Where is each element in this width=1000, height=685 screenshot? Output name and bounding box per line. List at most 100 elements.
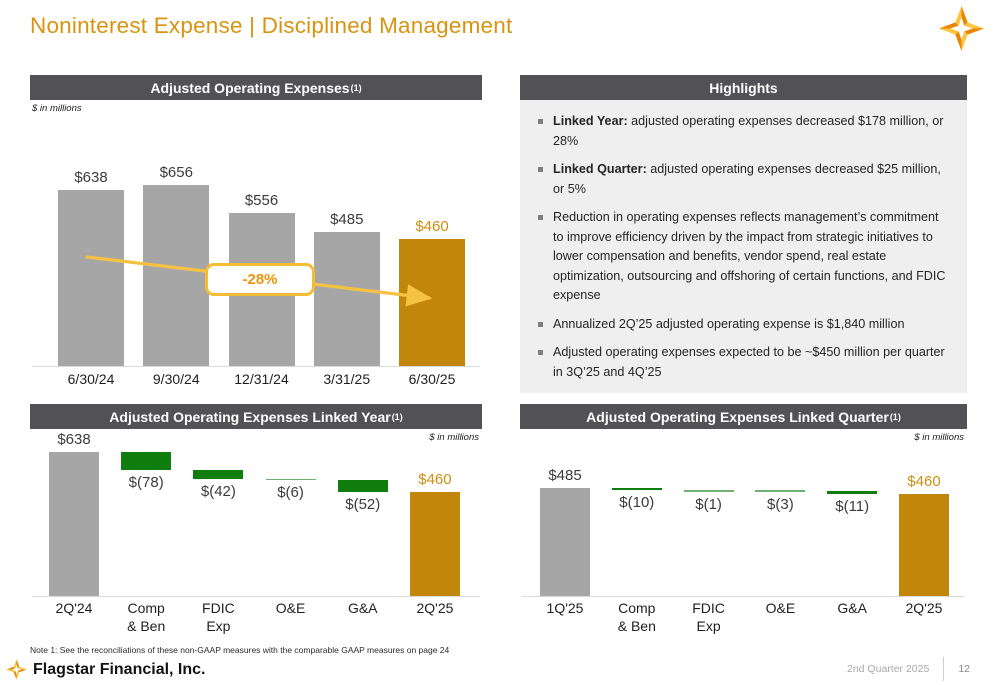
value-label: $460	[907, 472, 941, 490]
linked-quarter-chart: $485 $(10) $(1) $(3) $(11) $460	[540, 467, 949, 596]
x-tick-label: O&E	[275, 600, 306, 616]
footer-meta: 2nd Quarter 2025 12	[847, 657, 970, 681]
bar-6/30/25	[399, 239, 465, 366]
highlight-item: Reduction in operating expenses reflects…	[532, 208, 949, 306]
bar-O&E	[755, 490, 806, 492]
trend-column: $460	[399, 185, 465, 366]
waterfall-column: $(42)	[193, 452, 244, 596]
flagstar-star-logo-icon	[938, 5, 985, 52]
bullet-square-icon	[538, 119, 543, 124]
value-label: $(10)	[619, 494, 655, 512]
x-tick-label: 3/31/25	[323, 371, 371, 387]
units-label: $ in millions	[914, 432, 964, 443]
units-label: $ in millions	[32, 103, 82, 114]
highlight-item: Linked Quarter: adjusted operating expen…	[532, 160, 949, 199]
x-tick-label: 1Q'25	[546, 600, 584, 616]
value-label: $656	[159, 164, 193, 181]
x-axis-line	[522, 596, 965, 597]
bullet-square-icon	[538, 215, 543, 221]
panel-highlights: Highlights Linked Year: adjusted operati…	[520, 75, 967, 393]
value-label: $638	[57, 431, 91, 448]
change-callout: -28%	[205, 263, 315, 296]
waterfall-column: $(10)	[611, 488, 662, 596]
waterfall-column: $(52)	[337, 452, 388, 596]
waterfall-column: $460	[409, 452, 460, 596]
bar-2Q'24	[49, 452, 99, 596]
x-tick-label: 9/30/24	[152, 371, 200, 387]
highlights-body: Linked Year: adjusted operating expenses…	[520, 100, 967, 393]
x-tick-label: 12/31/24	[234, 371, 289, 387]
panel-header: Highlights	[520, 75, 967, 100]
bar-1Q'25	[540, 488, 590, 596]
bar-FDIC-Exp	[193, 469, 244, 480]
footnote-marker: (1)	[350, 82, 362, 93]
page-number: 12	[958, 663, 970, 675]
value-label: $485	[548, 467, 582, 484]
waterfall-column: $(6)	[265, 452, 316, 596]
value-label: $(11)	[835, 497, 870, 515]
footnote-marker: (1)	[889, 411, 901, 422]
waterfall-column: $(1)	[683, 488, 734, 596]
value-label: $485	[330, 211, 364, 228]
panel-adjusted-operating-expenses: Adjusted Operating Expenses (1) $ in mill…	[30, 75, 482, 405]
x-tick-label: 6/30/25	[408, 371, 456, 387]
bar-Comp-& Ben	[611, 488, 662, 491]
x-axis-labels: 2Q'24 Comp & Ben FDIC Exp O&E G&A 2Q'25	[49, 600, 460, 635]
trend-column: $485	[313, 185, 380, 366]
company-name: Flagstar Financial, Inc.	[33, 660, 206, 678]
x-tick-label: Comp & Ben	[127, 600, 166, 634]
value-label: $460	[415, 218, 449, 235]
linked-year-chart: $638 $(78) $(42) $(6) $(52) $460	[49, 431, 460, 596]
highlight-text: Adjusted operating expenses expected to …	[553, 345, 945, 379]
units-label: $ in millions	[429, 432, 479, 443]
bar-2Q'25	[898, 493, 949, 596]
highlight-lead: Linked Year:	[553, 114, 628, 128]
bar-6/30/24	[58, 190, 124, 366]
highlight-item: Adjusted operating expenses expected to …	[532, 343, 949, 382]
footnote-marker: (1)	[391, 411, 403, 422]
highlight-text: Linked Year: adjusted operating expenses…	[553, 114, 944, 148]
highlight-item: Linked Year: adjusted operating expenses…	[532, 112, 949, 151]
bar-G&A	[337, 480, 388, 493]
bullet-square-icon	[538, 350, 543, 356]
bar-FDIC-Exp	[683, 490, 734, 492]
panel-linked-year: Adjusted Operating Expenses Linked Year(…	[30, 404, 482, 654]
footnote: Note 1: See the reconciliations of these…	[30, 645, 450, 655]
value-label: $(1)	[695, 495, 722, 513]
flagstar-star-logo-small-icon	[6, 659, 27, 680]
x-tick-label: G&A	[347, 600, 378, 616]
page-title: Noninterest Expense | Disciplined Manage…	[30, 13, 513, 38]
bar-Comp-& Ben	[121, 452, 172, 470]
value-label: $(52)	[345, 496, 381, 514]
bar-3/31/25	[313, 232, 380, 366]
bar-O&E	[265, 479, 316, 481]
highlight-text: Annualized 2Q’25 adjusted operating expe…	[553, 316, 905, 331]
waterfall-column: $638	[49, 431, 99, 596]
x-tick-label: 6/30/24	[67, 371, 115, 387]
bar-G&A	[827, 491, 878, 494]
waterfall-column: $(11)	[827, 488, 878, 596]
value-label: $(42)	[200, 483, 236, 501]
waterfall-column: $(78)	[121, 452, 172, 596]
waterfall-column: $(3)	[755, 488, 806, 596]
panel-header-label: Adjusted Operating Expenses Linked Year	[109, 408, 391, 425]
x-axis-line	[32, 596, 480, 597]
bullet-square-icon	[538, 321, 543, 327]
highlight-item: Annualized 2Q’25 adjusted operating expe…	[532, 315, 949, 335]
panel-header-label: Adjusted Operating Expenses Linked Quart…	[586, 408, 889, 425]
trend-column: $638	[58, 169, 124, 366]
panel-linked-quarter: Adjusted Operating Expenses Linked Quart…	[520, 404, 967, 654]
highlight-text: Linked Quarter: adjusted operating expen…	[553, 162, 941, 196]
x-axis-labels: 1Q'25 Comp & Ben FDIC Exp O&E G&A 2Q'25	[540, 600, 949, 635]
x-tick-label: O&E	[765, 600, 796, 616]
bar-9/30/24	[143, 185, 210, 366]
waterfall-column: $460	[898, 473, 949, 596]
highlights-list: Linked Year: adjusted operating expenses…	[532, 112, 949, 382]
value-label: $(6)	[277, 484, 304, 502]
report-period: 2nd Quarter 2025	[847, 663, 930, 675]
highlight-lead: Linked Quarter:	[553, 162, 647, 177]
trend-column: $656	[143, 164, 210, 366]
x-tick-label: FDIC Exp	[692, 600, 725, 634]
panel-header-label: Adjusted Operating Expenses	[150, 79, 350, 96]
value-label: $638	[74, 169, 108, 186]
